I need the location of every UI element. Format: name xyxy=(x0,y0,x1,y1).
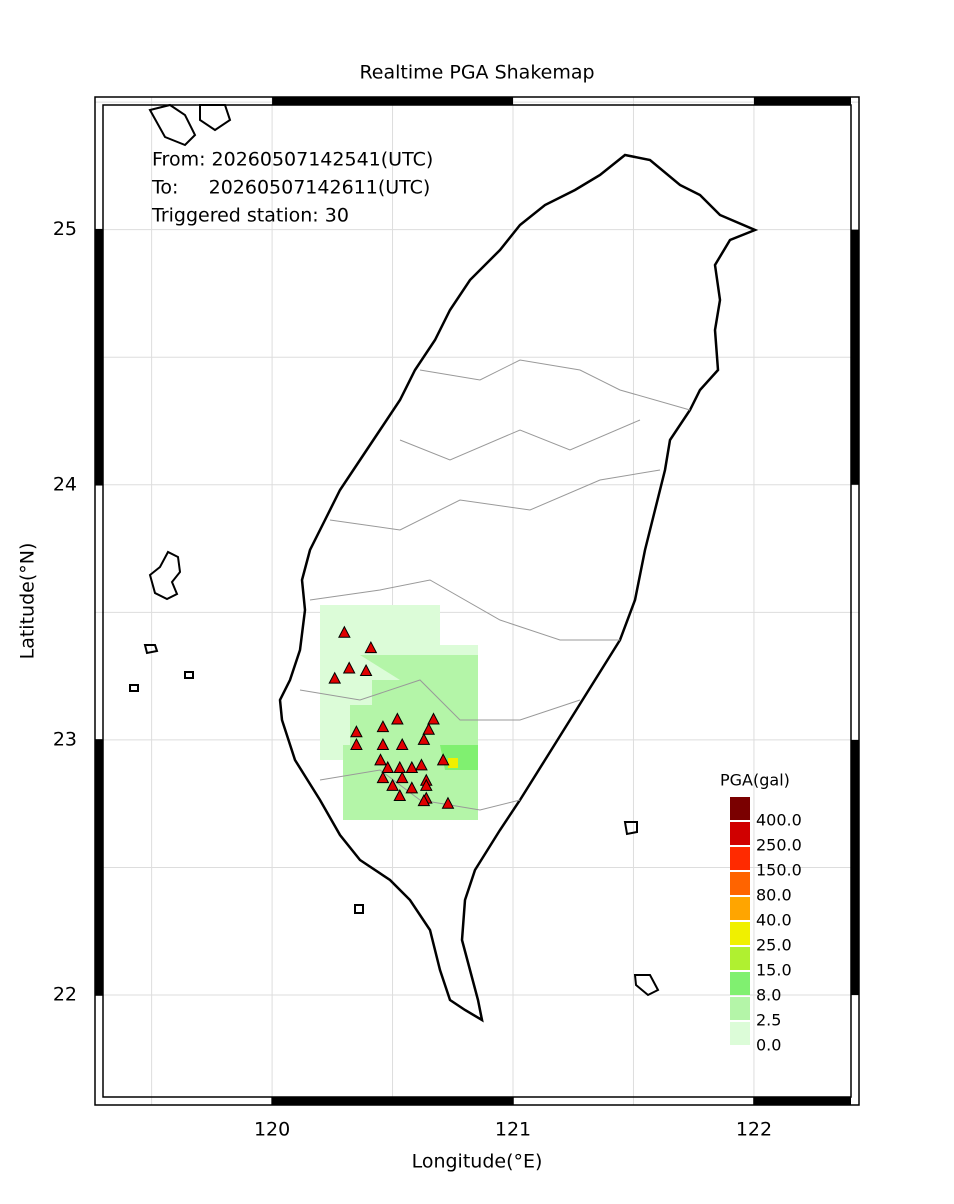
station xyxy=(436,753,450,766)
station xyxy=(350,737,363,751)
legend-swatch xyxy=(730,897,750,920)
legend-label: 8.0 xyxy=(756,986,781,1005)
frame-bar xyxy=(272,1097,514,1105)
x-axis-label: Longitude(°E) xyxy=(412,1151,543,1173)
legend-swatch xyxy=(730,822,750,845)
frame-bar xyxy=(851,739,859,996)
station xyxy=(374,753,387,766)
legend-label: 25.0 xyxy=(756,936,792,955)
county-borders xyxy=(299,359,691,811)
y-tick-label: 22 xyxy=(53,984,77,1006)
station xyxy=(422,722,436,735)
station xyxy=(417,794,431,807)
station xyxy=(405,781,419,794)
frame-bar xyxy=(753,97,851,105)
annotation: From: 20260507142541(UTC) xyxy=(152,149,433,171)
coastline xyxy=(129,103,759,1023)
legend-label: 15.0 xyxy=(756,961,792,980)
shaking-area xyxy=(320,605,478,820)
x-tick-label: 122 xyxy=(736,1119,772,1141)
station xyxy=(359,663,373,677)
station xyxy=(417,732,431,745)
legend-label: 400.0 xyxy=(756,811,802,830)
y-tick-label: 25 xyxy=(53,218,77,240)
annotation: Triggered station: 30 xyxy=(151,205,349,227)
map-title: Realtime PGA Shakemap xyxy=(359,62,594,84)
legend-label: 150.0 xyxy=(756,861,802,880)
station xyxy=(376,771,390,784)
legend-swatch xyxy=(730,922,750,945)
y-tick-label: 23 xyxy=(53,728,77,750)
station xyxy=(393,760,407,773)
legend-label: 40.0 xyxy=(756,911,792,930)
legend-label: 0.0 xyxy=(756,1036,781,1055)
legend-label: 250.0 xyxy=(756,836,802,855)
legend-swatch xyxy=(730,947,750,970)
station xyxy=(419,778,433,791)
x-tick-label: 121 xyxy=(495,1119,531,1141)
legend-title: PGA(gal) xyxy=(720,771,790,790)
station xyxy=(350,725,363,738)
frame-bar xyxy=(851,229,859,485)
legend-swatch xyxy=(730,1022,750,1045)
station xyxy=(338,625,351,638)
station xyxy=(364,640,378,654)
station xyxy=(427,712,440,725)
legend-label: 2.5 xyxy=(756,1011,781,1030)
legend-swatch xyxy=(730,797,750,820)
legend-swatch xyxy=(730,972,750,995)
legend-swatch xyxy=(730,872,750,895)
station xyxy=(376,720,390,733)
y-tick-label: 24 xyxy=(53,473,77,495)
legend-label: 80.0 xyxy=(756,886,792,905)
y-axis-label: Latitude(°N) xyxy=(17,543,39,660)
station xyxy=(386,778,399,791)
station xyxy=(381,760,395,773)
station xyxy=(441,796,455,809)
station xyxy=(405,760,419,773)
annotation: To: 20260507142611(UTC) xyxy=(151,177,430,199)
station xyxy=(395,737,409,751)
legend-swatch xyxy=(730,847,750,870)
station xyxy=(376,737,390,751)
frame-bar xyxy=(753,1097,851,1105)
legend-swatch xyxy=(730,997,750,1020)
frame-bar xyxy=(272,97,514,105)
x-tick-label: 120 xyxy=(254,1119,290,1141)
frame-bar xyxy=(95,229,103,485)
frame-bar xyxy=(95,739,103,996)
station xyxy=(391,712,404,725)
station xyxy=(328,671,342,684)
station xyxy=(342,661,356,674)
station xyxy=(415,758,428,771)
station xyxy=(393,788,407,802)
station xyxy=(395,771,409,784)
